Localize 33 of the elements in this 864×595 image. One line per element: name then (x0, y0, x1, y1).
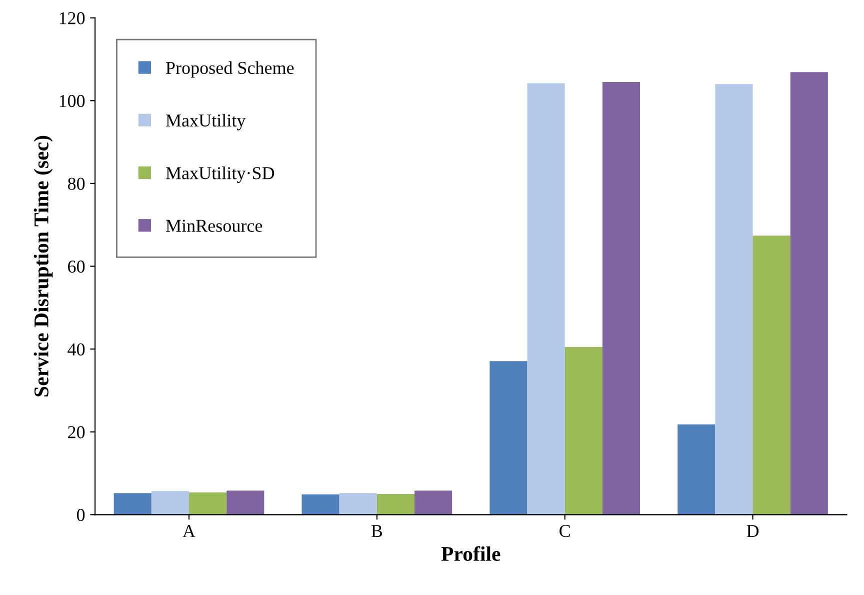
y-tick-label: 120 (60, 12, 85, 24)
y-tick-label: 0 (76, 508, 85, 522)
bar (414, 490, 452, 515)
bar (564, 346, 602, 515)
bar (602, 82, 640, 515)
y-tick-label: 60 (68, 260, 85, 273)
bar (752, 236, 790, 515)
bar (715, 84, 753, 515)
bar (490, 361, 528, 515)
bar (302, 494, 340, 515)
y-tick-label: 80 (68, 178, 85, 190)
bar (114, 493, 152, 515)
y-axis-title: Service Disruption Time (sec) (34, 136, 53, 396)
x-axis-title: Profile (441, 546, 500, 561)
x-tick-label: D (746, 525, 759, 537)
x-tick-label: C (560, 524, 570, 538)
bar (339, 493, 377, 515)
y-tick-label: 100 (60, 94, 85, 108)
bar (527, 83, 565, 515)
legend-label: MaxUtility·SD (166, 166, 274, 183)
x-tick-label: A (182, 525, 196, 537)
y-tick-label: 40 (68, 343, 85, 356)
bar (189, 492, 227, 515)
legend-label: MinResource (166, 220, 262, 232)
bar (226, 490, 264, 515)
bar (790, 72, 828, 515)
bar (678, 424, 716, 515)
legend-label: Proposed Scheme (166, 61, 294, 78)
legend-label: MaxUtility (166, 114, 246, 130)
y-tick-label: 20 (68, 426, 85, 438)
bar (376, 494, 415, 515)
x-tick-label: B (371, 525, 382, 537)
bar (151, 491, 189, 515)
